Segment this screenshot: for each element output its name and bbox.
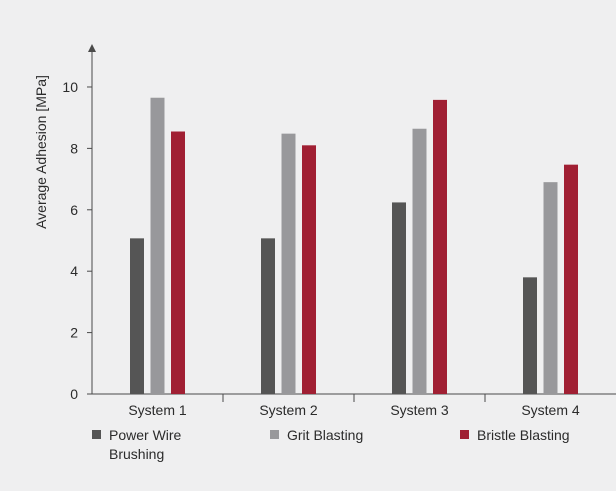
bar	[564, 164, 578, 394]
tick-labels: 0 2 4 6 8 10 System 1 System 2 System 3 System 4	[62, 79, 579, 418]
legend-label: Grit Blasting	[287, 427, 363, 443]
y-tick-label: 2	[70, 325, 78, 341]
bar	[412, 128, 427, 394]
legend-swatch	[270, 430, 279, 439]
y-tick-label: 4	[70, 263, 78, 279]
bar	[523, 277, 537, 394]
bar	[261, 238, 275, 394]
bar	[150, 97, 165, 394]
legend-label: Power Wire	[109, 427, 182, 443]
legend-label: Bristle Blasting	[477, 427, 570, 443]
bar	[433, 99, 447, 394]
x-tick-label: System 1	[128, 402, 187, 418]
y-tick-label: 6	[70, 202, 78, 218]
y-tick-label: 0	[70, 386, 78, 402]
bar	[130, 238, 144, 394]
bar	[543, 182, 558, 394]
bars	[130, 97, 578, 395]
legend: Power Wire Brushing Grit Blasting Bristle B…	[92, 427, 570, 462]
legend-label: Brushing	[109, 446, 164, 462]
y-axis-label: Average Adhesion [MPa]	[33, 75, 49, 229]
bar	[171, 131, 185, 394]
x-tick-label: System 2	[259, 402, 318, 418]
bar	[392, 202, 406, 394]
bar	[281, 133, 296, 395]
x-tick-label: System 3	[390, 402, 449, 418]
legend-swatch	[460, 430, 469, 439]
x-tick-label: System 4	[521, 402, 580, 418]
y-axis-arrow	[88, 44, 96, 52]
bar	[302, 145, 316, 394]
y-tick-label: 8	[70, 140, 78, 156]
y-tick-label: 10	[62, 79, 78, 95]
legend-swatch	[92, 430, 101, 439]
